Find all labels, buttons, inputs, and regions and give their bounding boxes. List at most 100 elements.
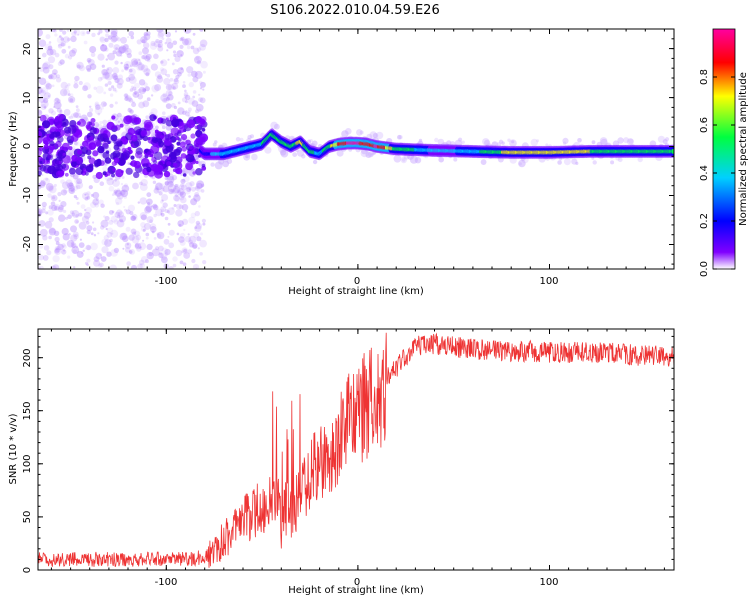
noise-speckle <box>144 206 152 214</box>
noise-speckle <box>99 253 103 256</box>
low-band-blob <box>93 139 101 147</box>
noise-speckle <box>45 211 49 215</box>
noise-speckle <box>76 108 80 113</box>
noise-speckle <box>143 32 148 37</box>
noise-speckle <box>107 52 116 61</box>
noise-speckle <box>57 99 61 104</box>
noise-speckle <box>184 89 187 93</box>
colorbar-tick-label: 0.0 <box>699 261 710 277</box>
noise-speckle <box>77 33 80 36</box>
noise-speckle <box>38 39 47 47</box>
noise-speckle <box>117 120 121 123</box>
noise-speckle <box>154 71 162 78</box>
noise-speckle <box>149 42 158 50</box>
noise-speckle <box>48 75 53 79</box>
halo-speckle <box>626 138 634 146</box>
bottom-ytick-label: 50 <box>22 511 33 524</box>
noise-speckle <box>132 86 137 91</box>
noise-speckle <box>178 223 182 227</box>
noise-speckle <box>149 219 153 223</box>
noise-speckle <box>168 266 174 269</box>
noise-speckle <box>191 100 199 107</box>
low-band-blob <box>49 140 55 147</box>
noise-speckle <box>121 176 125 179</box>
noise-speckle <box>56 74 61 79</box>
noise-speckle <box>146 68 150 72</box>
noise-speckle <box>175 74 180 80</box>
noise-speckle <box>164 209 169 213</box>
noise-speckle <box>173 78 179 83</box>
halo-speckle <box>210 162 215 167</box>
noise-speckle <box>160 208 165 213</box>
noise-speckle <box>68 182 74 187</box>
noise-speckle <box>164 181 169 186</box>
noise-speckle <box>195 222 203 230</box>
noise-speckle <box>128 234 135 241</box>
noise-speckle <box>49 162 53 165</box>
noise-speckle <box>70 225 77 233</box>
noise-speckle <box>132 168 136 172</box>
noise-speckle <box>100 219 109 228</box>
noise-speckle <box>180 178 186 184</box>
noise-speckle <box>75 184 81 190</box>
noise-speckle <box>158 191 163 196</box>
noise-speckle <box>113 247 119 253</box>
noise-speckle <box>103 91 107 95</box>
noise-speckle <box>118 45 127 54</box>
spectrogram-ticks <box>38 28 674 269</box>
noise-speckle <box>157 32 164 39</box>
low-band-blob <box>184 154 189 159</box>
noise-speckle <box>51 84 55 88</box>
halo-speckle <box>599 137 608 145</box>
noise-speckle <box>101 64 105 68</box>
noise-speckle <box>124 60 132 69</box>
noise-speckle <box>169 77 174 82</box>
noise-speckle <box>139 212 148 220</box>
noise-speckle <box>184 235 192 243</box>
noise-speckle <box>76 250 84 258</box>
noise-speckle <box>171 206 175 210</box>
low-band-blob <box>61 142 70 151</box>
noise-speckle <box>150 161 154 165</box>
noise-speckle <box>61 249 67 255</box>
ridge-core <box>671 149 674 154</box>
noise-speckle <box>74 112 81 119</box>
noise-speckle <box>114 189 122 197</box>
noise-speckle <box>52 196 56 200</box>
halo-speckle <box>309 139 313 143</box>
noise-speckle <box>166 73 171 78</box>
noise-speckle <box>127 36 130 39</box>
noise-speckle <box>124 183 128 188</box>
halo-speckle <box>251 153 258 161</box>
noise-speckle <box>53 230 60 236</box>
noise-speckle <box>97 77 103 82</box>
noise-speckle <box>72 249 78 254</box>
halo-speckle <box>562 141 567 145</box>
noise-speckle <box>183 252 191 259</box>
halo-speckle <box>511 140 515 144</box>
noise-speckle <box>192 90 197 94</box>
low-band-blob <box>125 167 133 175</box>
noise-speckle <box>166 42 174 49</box>
low-band-blob <box>114 124 121 131</box>
noise-speckle <box>94 103 99 108</box>
noise-speckle <box>126 52 132 59</box>
noise-speckle <box>89 63 97 70</box>
noise-speckle <box>79 65 85 72</box>
low-band-blob <box>180 134 188 141</box>
halo-speckle <box>437 138 445 146</box>
noise-speckle <box>155 208 163 217</box>
noise-speckle <box>157 42 163 48</box>
noise-speckle <box>110 215 118 223</box>
noise-speckle <box>45 34 51 40</box>
noise-speckle <box>156 75 164 83</box>
noise-speckle <box>103 72 110 79</box>
noise-speckle <box>70 242 77 249</box>
noise-speckle <box>198 108 202 111</box>
noise-speckle <box>42 255 49 261</box>
noise-speckle <box>111 232 114 235</box>
noise-speckle <box>83 40 88 45</box>
noise-speckle <box>185 210 188 213</box>
bottom-ytick-label: 100 <box>22 454 33 473</box>
noise-speckle <box>100 44 108 52</box>
